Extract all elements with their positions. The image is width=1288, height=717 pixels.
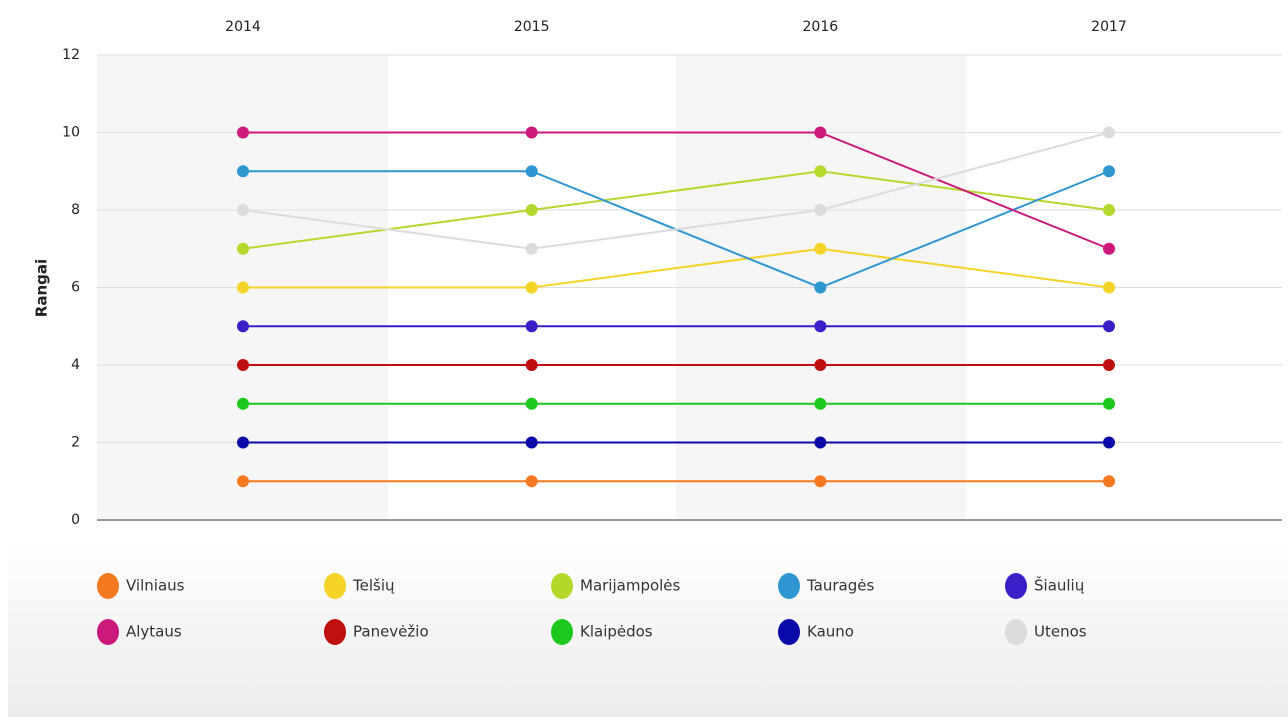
point (814, 475, 827, 488)
legend-text: Vilniaus (126, 577, 185, 595)
point (1103, 397, 1115, 410)
x-tick-label: 2016 (803, 19, 839, 35)
y-tick-label: 0 (71, 512, 80, 528)
point (237, 397, 249, 410)
legend-marker (551, 573, 573, 599)
point (237, 165, 249, 178)
point (525, 204, 538, 216)
y-tick-label: 10 (62, 125, 80, 141)
point (237, 320, 249, 333)
point (814, 126, 827, 139)
y-tick-label: 4 (71, 357, 80, 373)
legend-marker (1005, 573, 1027, 599)
legend-marker (1005, 619, 1027, 645)
point (525, 359, 538, 371)
legend-text: Klaipėdos (580, 623, 653, 641)
legend-text: Tauragės (806, 577, 874, 595)
legend-marker (97, 619, 119, 645)
point (1103, 475, 1115, 488)
legend-marker (551, 619, 573, 645)
point (814, 436, 827, 449)
y-tick-label: 6 (71, 280, 80, 296)
point (237, 242, 249, 255)
point (237, 126, 249, 139)
legend-marker (778, 619, 800, 645)
legend-marker (97, 573, 119, 599)
point (814, 281, 827, 294)
y-tick-label: 8 (71, 202, 80, 218)
legend-marker (324, 619, 346, 645)
legend-text: Šiaulių (1034, 576, 1085, 595)
point (814, 204, 827, 216)
point (525, 475, 538, 488)
legend-text: Marijampolės (580, 577, 681, 595)
point (525, 436, 538, 449)
point (1103, 242, 1115, 255)
legend-text: Telšių (352, 577, 395, 595)
y-tick-label: 2 (71, 435, 80, 451)
legend-marker (778, 573, 800, 599)
point (814, 242, 827, 255)
legend-text: Kauno (807, 623, 854, 641)
legend-text: Utenos (1034, 623, 1087, 641)
point (237, 359, 249, 371)
point (1103, 359, 1115, 371)
y-tick-label: 12 (62, 47, 80, 63)
point (1103, 126, 1115, 139)
legend-background (8, 540, 1288, 717)
y-axis-label: Rangai (33, 259, 51, 317)
x-tick-label: 2014 (225, 19, 261, 35)
point (814, 320, 827, 333)
legend-text: Panevėžio (353, 623, 429, 641)
series-line (243, 131, 1110, 250)
point (525, 165, 538, 178)
point (1103, 281, 1115, 294)
point (1103, 320, 1115, 333)
x-tick-label: 2017 (1091, 19, 1127, 35)
series-line (243, 247, 1110, 289)
point (1103, 165, 1115, 178)
point (525, 281, 538, 294)
legend-text: Alytaus (126, 623, 182, 641)
point (814, 397, 827, 410)
point (237, 281, 249, 294)
point (814, 165, 827, 178)
legend-marker (324, 573, 346, 599)
point (1103, 204, 1115, 216)
point (237, 436, 249, 449)
point (237, 475, 249, 488)
point (525, 126, 538, 139)
series-line (242, 131, 1110, 250)
point (1103, 436, 1115, 449)
point (525, 320, 538, 333)
point (525, 397, 538, 410)
x-tick-label: 2015 (514, 19, 550, 35)
point (237, 204, 249, 216)
point (525, 242, 538, 255)
point (814, 359, 827, 371)
